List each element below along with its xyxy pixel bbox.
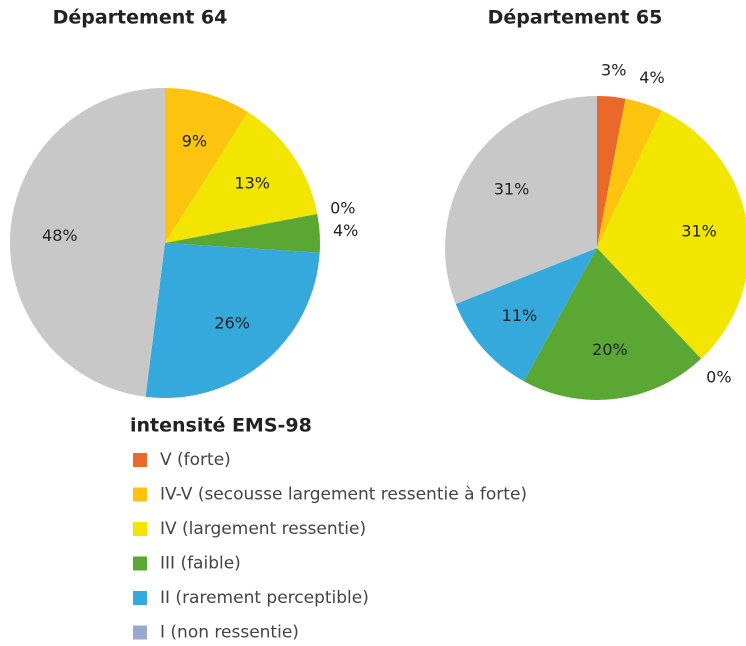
data-label: 31% — [681, 221, 717, 240]
legend-label: I (non ressentie) — [160, 623, 299, 643]
data-label: 13% — [234, 173, 270, 192]
legend-swatch — [133, 453, 147, 467]
data-label: 11% — [502, 306, 538, 325]
legend-swatch — [133, 556, 147, 571]
data-label: 9% — [182, 131, 207, 150]
data-label: 3% — [601, 60, 626, 79]
data-label: 0% — [706, 367, 731, 386]
pie-slice — [523, 248, 702, 400]
legend-swatch — [133, 591, 147, 605]
legend-title: intensité EMS-98 — [130, 415, 312, 437]
legend-label: III (faible) — [160, 554, 241, 574]
data-label: 0% — [330, 199, 355, 218]
data-label: 26% — [214, 314, 250, 333]
legend-label: V (forte) — [160, 450, 231, 470]
data-label: 31% — [494, 179, 530, 198]
pie-slice — [9, 87, 165, 397]
pie-slice — [165, 112, 318, 243]
legend-label: II (rarement perceptible) — [160, 588, 369, 608]
pie-slice — [165, 213, 321, 253]
chart-title: Département 65 — [488, 7, 663, 29]
legend-swatch — [133, 522, 147, 536]
data-label: 4% — [333, 221, 358, 240]
pie-slice — [145, 243, 320, 398]
pie-slice — [597, 96, 626, 248]
pie-slice — [445, 96, 597, 304]
chart-title: Département 64 — [53, 7, 228, 29]
data-label: 4% — [639, 68, 664, 87]
legend-swatch — [133, 487, 147, 502]
legend-label: IV-V (secousse largement ressentie à for… — [160, 485, 527, 505]
pie-slice — [165, 88, 249, 243]
data-label: 48% — [42, 226, 78, 245]
pie-slice — [597, 110, 746, 359]
legend-label: IV (largement ressentie) — [160, 519, 366, 539]
data-label: 20% — [592, 340, 628, 359]
pie-slice — [597, 98, 662, 248]
pie-slice — [455, 248, 597, 382]
legend-swatch — [133, 625, 147, 640]
